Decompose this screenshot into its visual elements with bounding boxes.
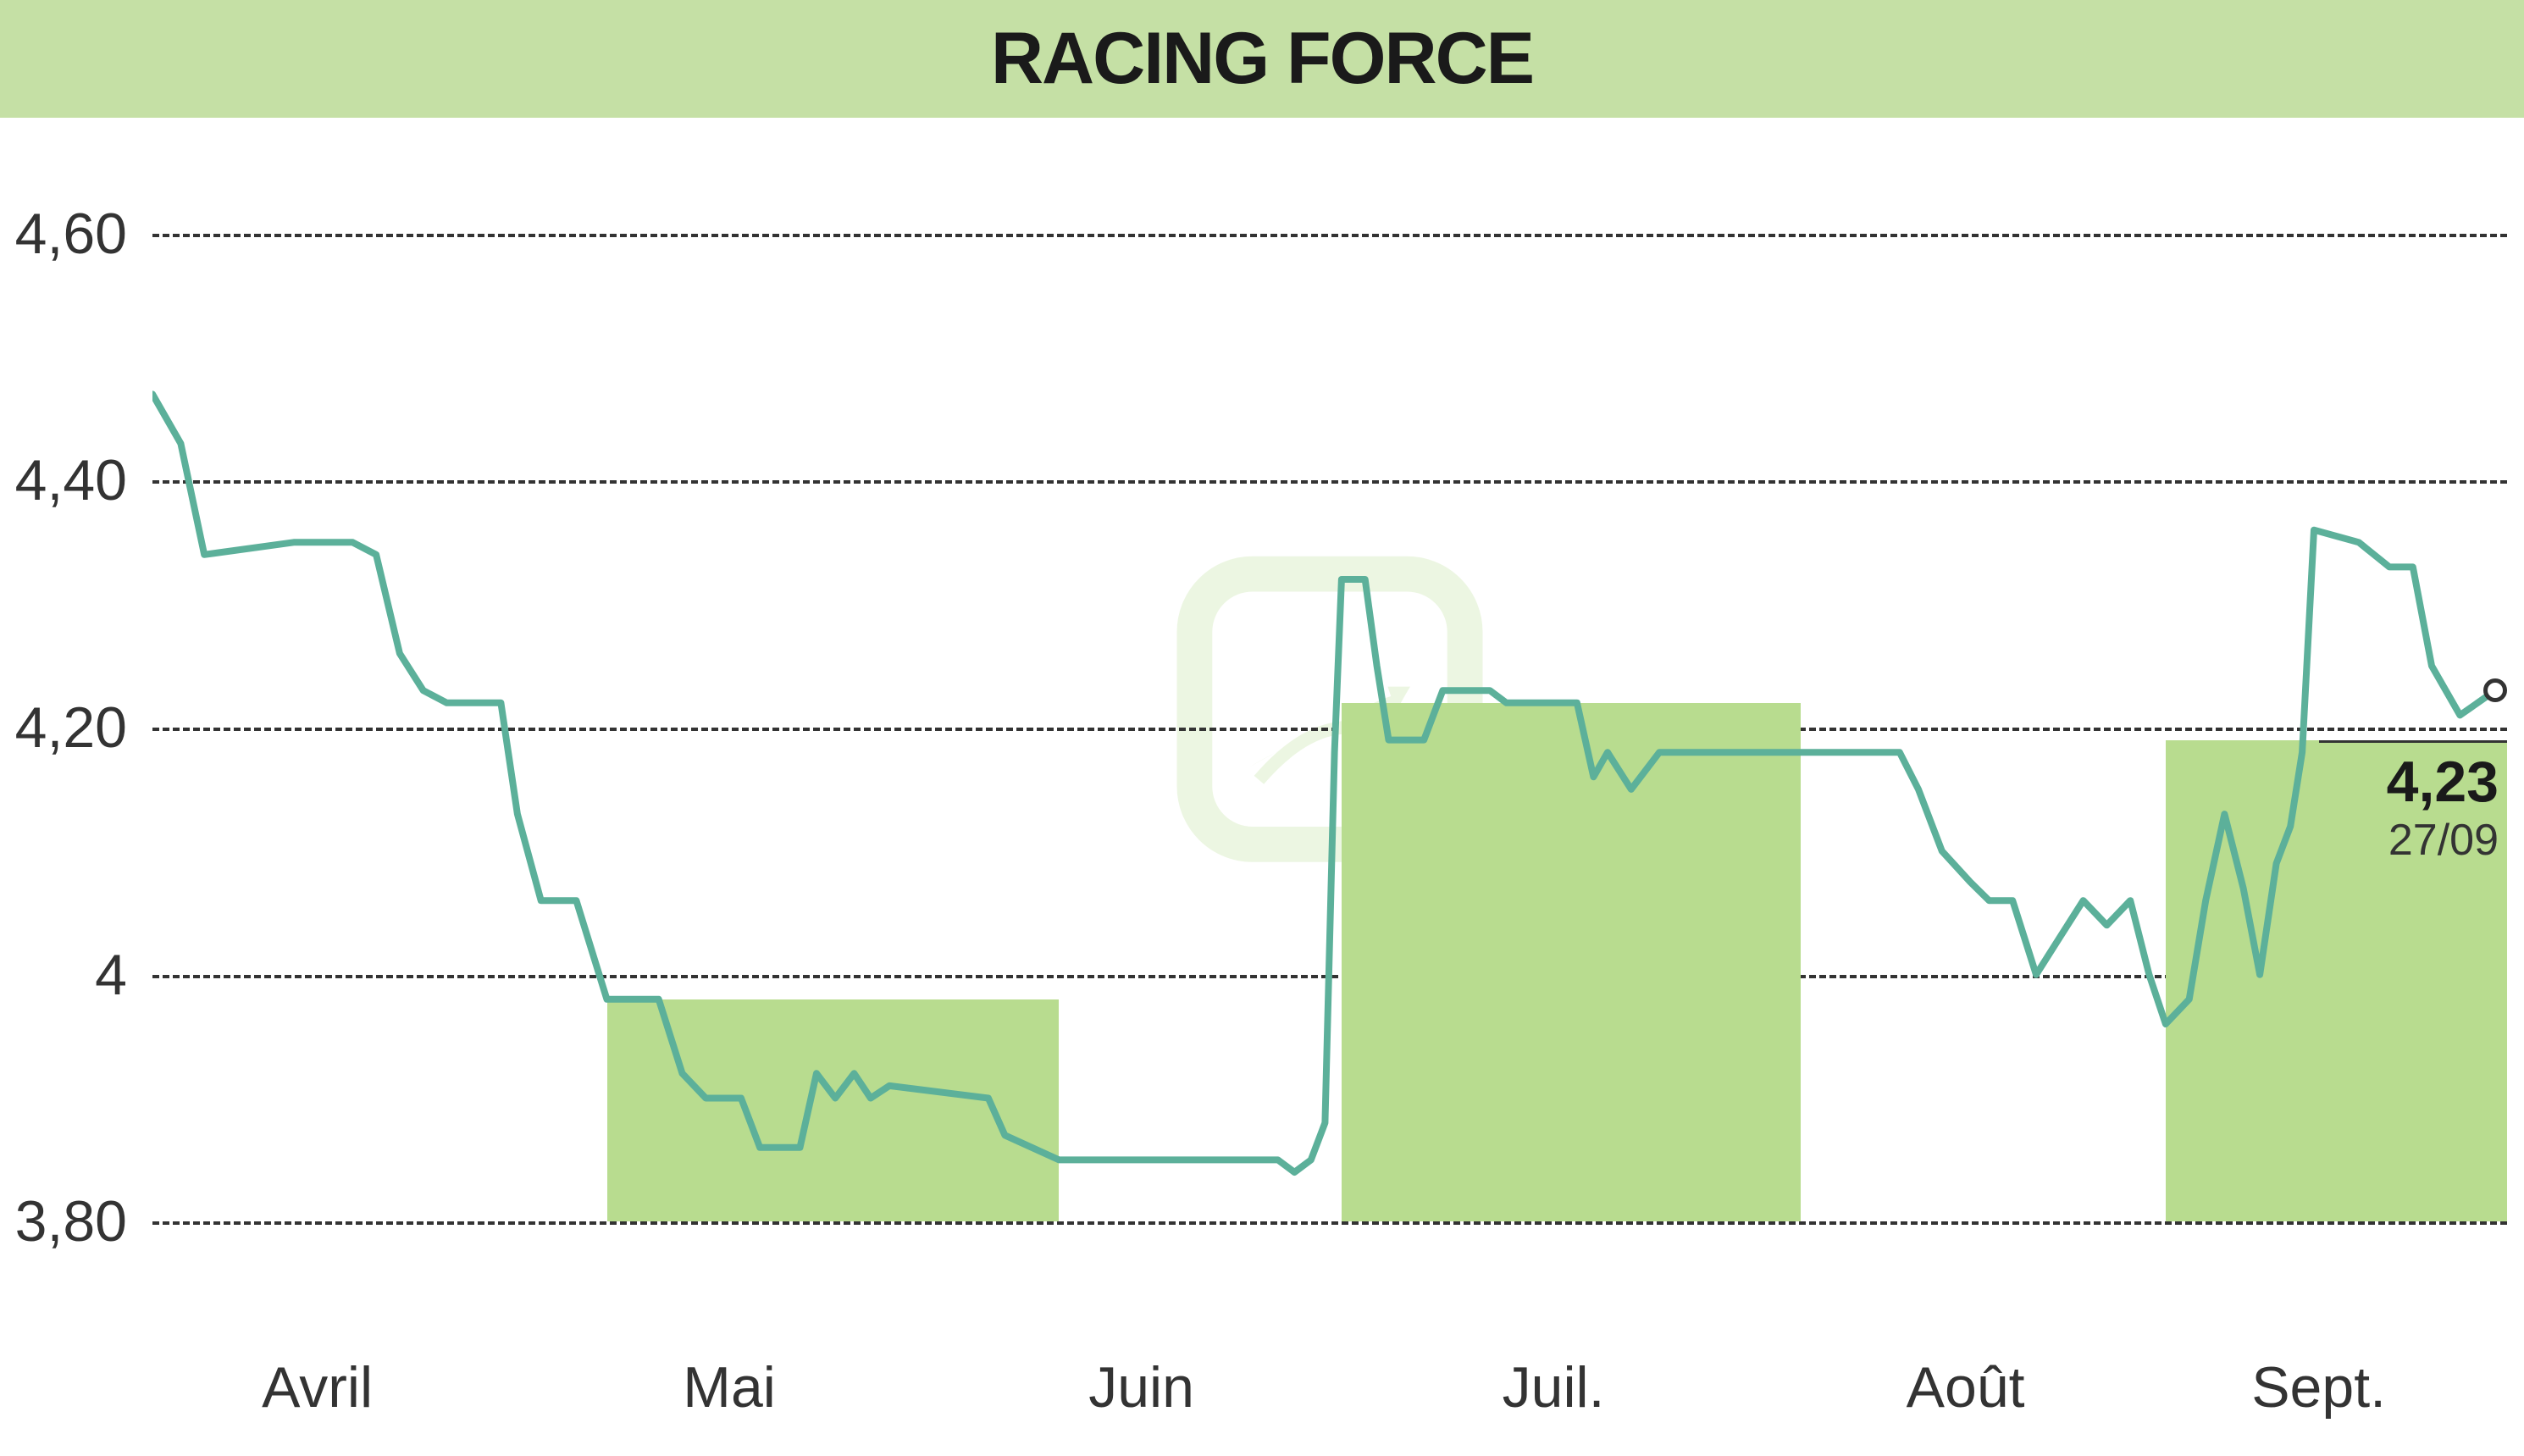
y-tick-label: 4,40 (15, 447, 127, 513)
end-value-label: 4,23 (2387, 749, 2499, 815)
x-tick-label: Août (1907, 1354, 2025, 1420)
y-axis: 3,80 4 4,20 4,40 4,60 (0, 135, 152, 1456)
chart-container: 3,80 4 4,20 4,40 4,60 4,2327/09 Avril Mai Juin… (0, 135, 2524, 1456)
end-date-label: 27/09 (2388, 815, 2499, 866)
y-tick-label: 4 (95, 942, 127, 1008)
x-tick-label: Avril (262, 1354, 373, 1420)
chart-title: RACING FORCE (0, 17, 2524, 101)
plot-area: 4,2327/09 (152, 135, 2507, 1320)
x-tick-label: Juil. (1503, 1354, 1605, 1420)
y-tick-label: 4,60 (15, 201, 127, 267)
x-tick-label: Sept. (2251, 1354, 2386, 1420)
end-marker (2483, 678, 2507, 702)
price-line (152, 135, 2507, 1320)
y-tick-label: 3,80 (15, 1188, 127, 1254)
x-tick-label: Juin (1088, 1354, 1194, 1420)
chart-title-bar: RACING FORCE (0, 0, 2524, 118)
x-tick-label: Mai (683, 1354, 776, 1420)
y-tick-label: 4,20 (15, 695, 127, 761)
x-axis: Avril Mai Juin Juil. Août Sept. (152, 1354, 2507, 1439)
end-tick-line (2319, 740, 2507, 743)
